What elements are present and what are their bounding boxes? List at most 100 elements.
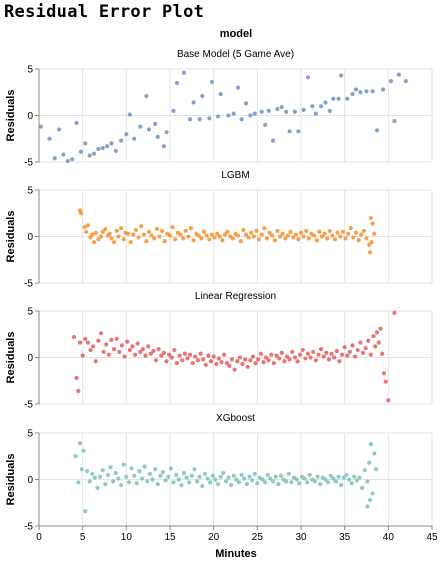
y-tick-label: 5	[27, 307, 33, 318]
data-point	[119, 343, 125, 348]
data-point	[132, 473, 137, 478]
data-point	[93, 230, 98, 235]
chart-title: Residual Error Plot	[4, 2, 205, 22]
data-point	[241, 227, 246, 233]
data-point	[278, 473, 284, 478]
data-point	[284, 109, 289, 114]
data-point	[292, 355, 297, 360]
data-point	[360, 485, 365, 490]
data-point	[249, 230, 254, 235]
data-point	[155, 482, 160, 487]
data-point	[157, 234, 162, 239]
data-point	[225, 229, 230, 234]
data-point	[319, 234, 325, 239]
data-point	[122, 354, 127, 359]
data-point	[303, 356, 308, 361]
data-point	[103, 482, 108, 487]
data-point	[253, 360, 258, 366]
data-point	[164, 359, 169, 364]
data-point	[367, 242, 372, 247]
data-point	[117, 349, 122, 355]
data-point	[85, 340, 91, 345]
data-point	[148, 351, 153, 356]
data-point	[367, 250, 373, 255]
data-point	[239, 472, 244, 477]
data-point	[323, 477, 328, 482]
data-point	[296, 237, 301, 242]
data-point	[154, 226, 159, 232]
x-axis-label: Minutes	[215, 548, 257, 560]
data-point	[259, 232, 264, 237]
data-point	[170, 225, 175, 230]
data-point	[277, 234, 283, 239]
data-point	[163, 478, 168, 483]
data-point	[338, 234, 343, 239]
data-point	[298, 230, 304, 235]
data-point	[324, 350, 329, 355]
x-tick-label: 35	[339, 532, 351, 543]
data-point	[85, 223, 91, 228]
data-point	[76, 480, 81, 485]
data-point	[197, 117, 202, 122]
data-point	[374, 330, 380, 335]
data-point	[137, 469, 142, 474]
data-point	[129, 466, 134, 471]
data-point	[166, 474, 171, 479]
data-point	[261, 360, 266, 365]
data-point	[83, 141, 88, 146]
data-point	[215, 482, 221, 487]
data-point	[96, 237, 101, 242]
y-tick-label: 5	[27, 429, 33, 440]
data-point	[364, 236, 369, 241]
data-point	[236, 85, 241, 90]
data-point	[207, 237, 212, 242]
data-point	[96, 338, 101, 343]
x-tick-label: 10	[121, 532, 133, 543]
data-point	[313, 111, 318, 116]
data-point	[139, 224, 144, 229]
data-point	[285, 233, 290, 238]
data-point	[73, 454, 78, 459]
data-point	[87, 153, 92, 158]
data-point	[107, 231, 112, 236]
data-point	[176, 477, 181, 482]
data-point	[95, 485, 100, 490]
data-point	[203, 362, 208, 368]
data-point	[206, 353, 211, 358]
data-point	[239, 117, 244, 122]
data-point	[109, 141, 114, 146]
data-point	[270, 479, 276, 484]
data-point	[331, 96, 336, 101]
data-point	[318, 347, 324, 352]
data-point	[251, 234, 256, 239]
data-point	[207, 116, 212, 121]
data-point	[388, 78, 394, 84]
data-point	[284, 479, 289, 484]
data-point	[132, 136, 137, 141]
data-point	[267, 230, 272, 235]
data-point	[196, 233, 201, 238]
y-axis-label: Residuals	[5, 90, 17, 142]
data-point	[65, 158, 70, 164]
data-point	[246, 235, 251, 240]
data-point	[347, 349, 353, 355]
data-point	[330, 233, 335, 238]
data-point	[236, 233, 241, 238]
data-point	[305, 75, 311, 80]
data-point	[83, 509, 88, 514]
data-point	[172, 347, 177, 353]
x-tick-label: 40	[383, 532, 395, 543]
data-point	[229, 357, 235, 362]
data-point	[374, 467, 379, 472]
data-point	[250, 354, 256, 359]
data-point	[216, 356, 222, 361]
data-point	[301, 107, 306, 113]
data-point	[90, 232, 95, 237]
data-point	[327, 108, 332, 113]
data-point	[184, 475, 189, 480]
data-point	[70, 157, 75, 162]
data-point	[283, 236, 288, 241]
data-point	[135, 341, 140, 346]
data-point	[193, 354, 198, 359]
data-point	[229, 482, 234, 488]
